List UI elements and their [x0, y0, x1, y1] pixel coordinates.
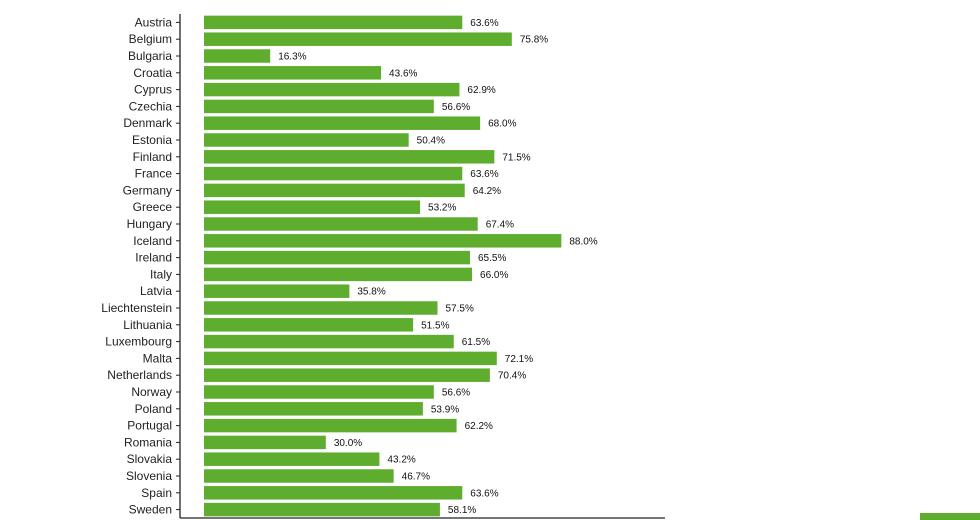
category-label: Norway — [131, 385, 172, 399]
value-label: 88.0% — [569, 236, 597, 247]
bar-hungary — [204, 217, 478, 231]
bar-latvia — [204, 284, 350, 298]
value-label: 70.4% — [498, 371, 526, 382]
bar-italy — [204, 267, 473, 282]
bar-netherlands — [204, 368, 490, 382]
bar-cyprus — [204, 82, 460, 97]
category-label: Denmark — [123, 116, 173, 130]
bar-croatia — [204, 66, 382, 80]
value-label: 53.9% — [431, 404, 459, 415]
value-label: 63.6% — [470, 169, 498, 180]
bar-finland — [204, 150, 495, 164]
category-label: Germany — [123, 183, 172, 197]
value-label: 61.5% — [462, 337, 490, 348]
category-label: Hungary — [127, 217, 172, 231]
category-label: Liechtenstein — [101, 301, 172, 315]
value-label: 62.2% — [465, 421, 493, 432]
bar-iceland — [204, 234, 562, 248]
bar-denmark — [204, 116, 481, 130]
category-label: Malta — [143, 351, 173, 365]
value-label: 50.4% — [417, 136, 445, 147]
category-label: Latvia — [140, 284, 172, 298]
bar-germany — [204, 183, 465, 198]
category-label: Lithuania — [123, 318, 172, 332]
category-label: Croatia — [133, 66, 172, 80]
value-labels-group: 63.6% 75.8% 16.3% 43.6% 62.9% 56.6% 68.0% 50.4%… — [278, 18, 598, 516]
value-label: 63.6% — [470, 488, 498, 499]
bar-france — [204, 166, 463, 181]
value-label: 75.8% — [520, 35, 548, 46]
value-label: 16.3% — [278, 52, 306, 63]
category-label: Slovenia — [126, 469, 172, 483]
value-label: 71.5% — [502, 152, 530, 163]
value-label: 43.2% — [387, 455, 415, 466]
category-label: Italy — [150, 267, 172, 281]
value-label: 72.1% — [505, 354, 533, 365]
value-label: 67.4% — [486, 220, 514, 231]
category-label: Belgium — [129, 32, 172, 46]
bar-bulgaria — [204, 49, 271, 63]
category-label: Slovakia — [127, 452, 173, 466]
bar-norway — [204, 385, 434, 399]
category-label: Romania — [124, 435, 172, 449]
bar-luxembourg — [204, 334, 454, 349]
value-label: 51.5% — [421, 320, 449, 331]
category-label: Austria — [135, 15, 173, 29]
value-label: 63.6% — [470, 18, 498, 29]
category-label: Cyprus — [134, 83, 172, 97]
value-label: 43.6% — [389, 68, 417, 79]
category-label: Spain — [141, 486, 172, 500]
bars-group — [204, 15, 562, 517]
category-label: Czechia — [129, 99, 173, 113]
corner-tab — [920, 513, 980, 520]
value-label: 35.8% — [357, 287, 385, 298]
value-label: 46.7% — [402, 472, 430, 483]
category-label: Netherlands — [107, 368, 172, 382]
value-label: 30.0% — [334, 438, 362, 449]
bar-liechtenstein — [204, 301, 438, 315]
category-label: Estonia — [132, 133, 172, 147]
bar-belgium — [204, 32, 512, 46]
category-label: Luxembourg — [105, 335, 172, 349]
bar-poland — [204, 402, 423, 416]
category-label: Portugal — [127, 419, 172, 433]
value-label: 58.1% — [448, 505, 476, 516]
bar-austria — [204, 15, 463, 30]
bar-romania — [204, 435, 326, 450]
bar-sweden — [204, 502, 440, 517]
bar-slovakia — [204, 452, 380, 466]
value-label: 66.0% — [480, 270, 508, 281]
category-label: Poland — [135, 402, 172, 416]
y-ticks-group — [176, 21, 180, 511]
category-label: Iceland — [133, 234, 172, 248]
value-label: 56.6% — [442, 388, 470, 399]
category-label: Sweden — [129, 503, 172, 517]
bar-czechia — [204, 99, 434, 114]
value-label: 64.2% — [473, 186, 501, 197]
value-label: 68.0% — [488, 119, 516, 130]
value-label: 65.5% — [478, 253, 506, 264]
bar-lithuania — [204, 318, 414, 332]
value-label: 53.2% — [428, 203, 456, 214]
value-label: 62.9% — [467, 85, 495, 96]
category-label: France — [135, 167, 173, 181]
bar-estonia — [204, 133, 409, 147]
bar-malta — [204, 351, 497, 366]
bar-ireland — [204, 250, 470, 265]
bar-slovenia — [204, 469, 394, 483]
value-label: 57.5% — [446, 304, 474, 315]
bar-spain — [204, 486, 463, 500]
bar-greece — [204, 200, 421, 214]
category-label: Bulgaria — [128, 49, 172, 63]
bar-portugal — [204, 418, 457, 433]
category-label: Finland — [133, 150, 172, 164]
category-labels-group: Austria Belgium Bulgaria Croatia Cyprus Czech… — [101, 15, 173, 516]
category-label: Greece — [133, 200, 173, 214]
value-label: 56.6% — [442, 102, 470, 113]
category-label: Ireland — [135, 251, 172, 265]
